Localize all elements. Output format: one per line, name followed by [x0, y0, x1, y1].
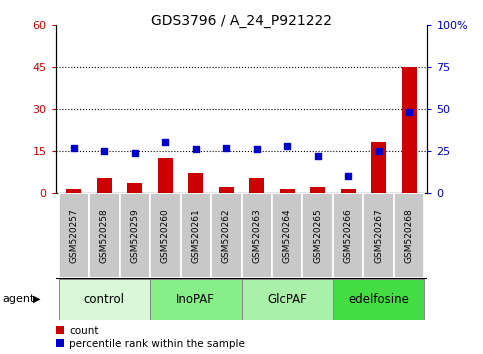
Point	[314, 153, 322, 159]
Bar	[150, 193, 181, 278]
Point	[192, 147, 199, 152]
Bar	[341, 189, 356, 193]
Point	[100, 148, 108, 154]
Bar	[58, 279, 150, 320]
Bar	[242, 279, 333, 320]
Bar	[363, 193, 394, 278]
Text: GSM520268: GSM520268	[405, 208, 413, 263]
Point	[222, 145, 230, 150]
Bar	[371, 143, 386, 193]
Bar	[333, 279, 425, 320]
Bar	[127, 183, 142, 193]
Bar	[58, 193, 89, 278]
Point	[70, 145, 78, 150]
Bar	[249, 177, 264, 193]
Bar	[150, 279, 242, 320]
Bar	[302, 193, 333, 278]
Bar	[280, 189, 295, 193]
Text: GlcPAF: GlcPAF	[268, 293, 307, 306]
Bar	[157, 158, 173, 193]
Bar	[211, 193, 242, 278]
Text: edelfosine: edelfosine	[348, 293, 409, 306]
Text: InoPAF: InoPAF	[176, 293, 215, 306]
Bar	[401, 67, 417, 193]
Bar	[219, 187, 234, 193]
Point	[405, 109, 413, 115]
Text: GSM520262: GSM520262	[222, 208, 231, 263]
Text: GSM520260: GSM520260	[161, 208, 170, 263]
Text: ▶: ▶	[33, 294, 41, 304]
Bar	[394, 193, 425, 278]
Text: GSM520265: GSM520265	[313, 208, 322, 263]
Bar	[272, 193, 302, 278]
Text: GSM520266: GSM520266	[344, 208, 353, 263]
Bar	[89, 193, 120, 278]
Point	[284, 143, 291, 149]
Text: GSM520259: GSM520259	[130, 208, 139, 263]
Text: GDS3796 / A_24_P921222: GDS3796 / A_24_P921222	[151, 14, 332, 28]
Text: GSM520261: GSM520261	[191, 208, 200, 263]
Point	[161, 140, 169, 145]
Point	[344, 173, 352, 179]
Text: GSM520257: GSM520257	[70, 208, 78, 263]
Bar	[120, 193, 150, 278]
Bar	[242, 193, 272, 278]
Legend: count, percentile rank within the sample: count, percentile rank within the sample	[56, 326, 245, 349]
Bar	[97, 177, 112, 193]
Text: GSM520263: GSM520263	[252, 208, 261, 263]
Point	[375, 148, 383, 154]
Point	[131, 150, 139, 155]
Point	[253, 147, 261, 152]
Bar	[310, 187, 326, 193]
Bar	[66, 189, 82, 193]
Bar	[333, 193, 363, 278]
Bar	[188, 173, 203, 193]
Text: GSM520264: GSM520264	[283, 208, 292, 263]
Text: agent: agent	[2, 294, 35, 304]
Bar	[181, 193, 211, 278]
Text: GSM520258: GSM520258	[100, 208, 109, 263]
Text: control: control	[84, 293, 125, 306]
Text: GSM520267: GSM520267	[374, 208, 383, 263]
